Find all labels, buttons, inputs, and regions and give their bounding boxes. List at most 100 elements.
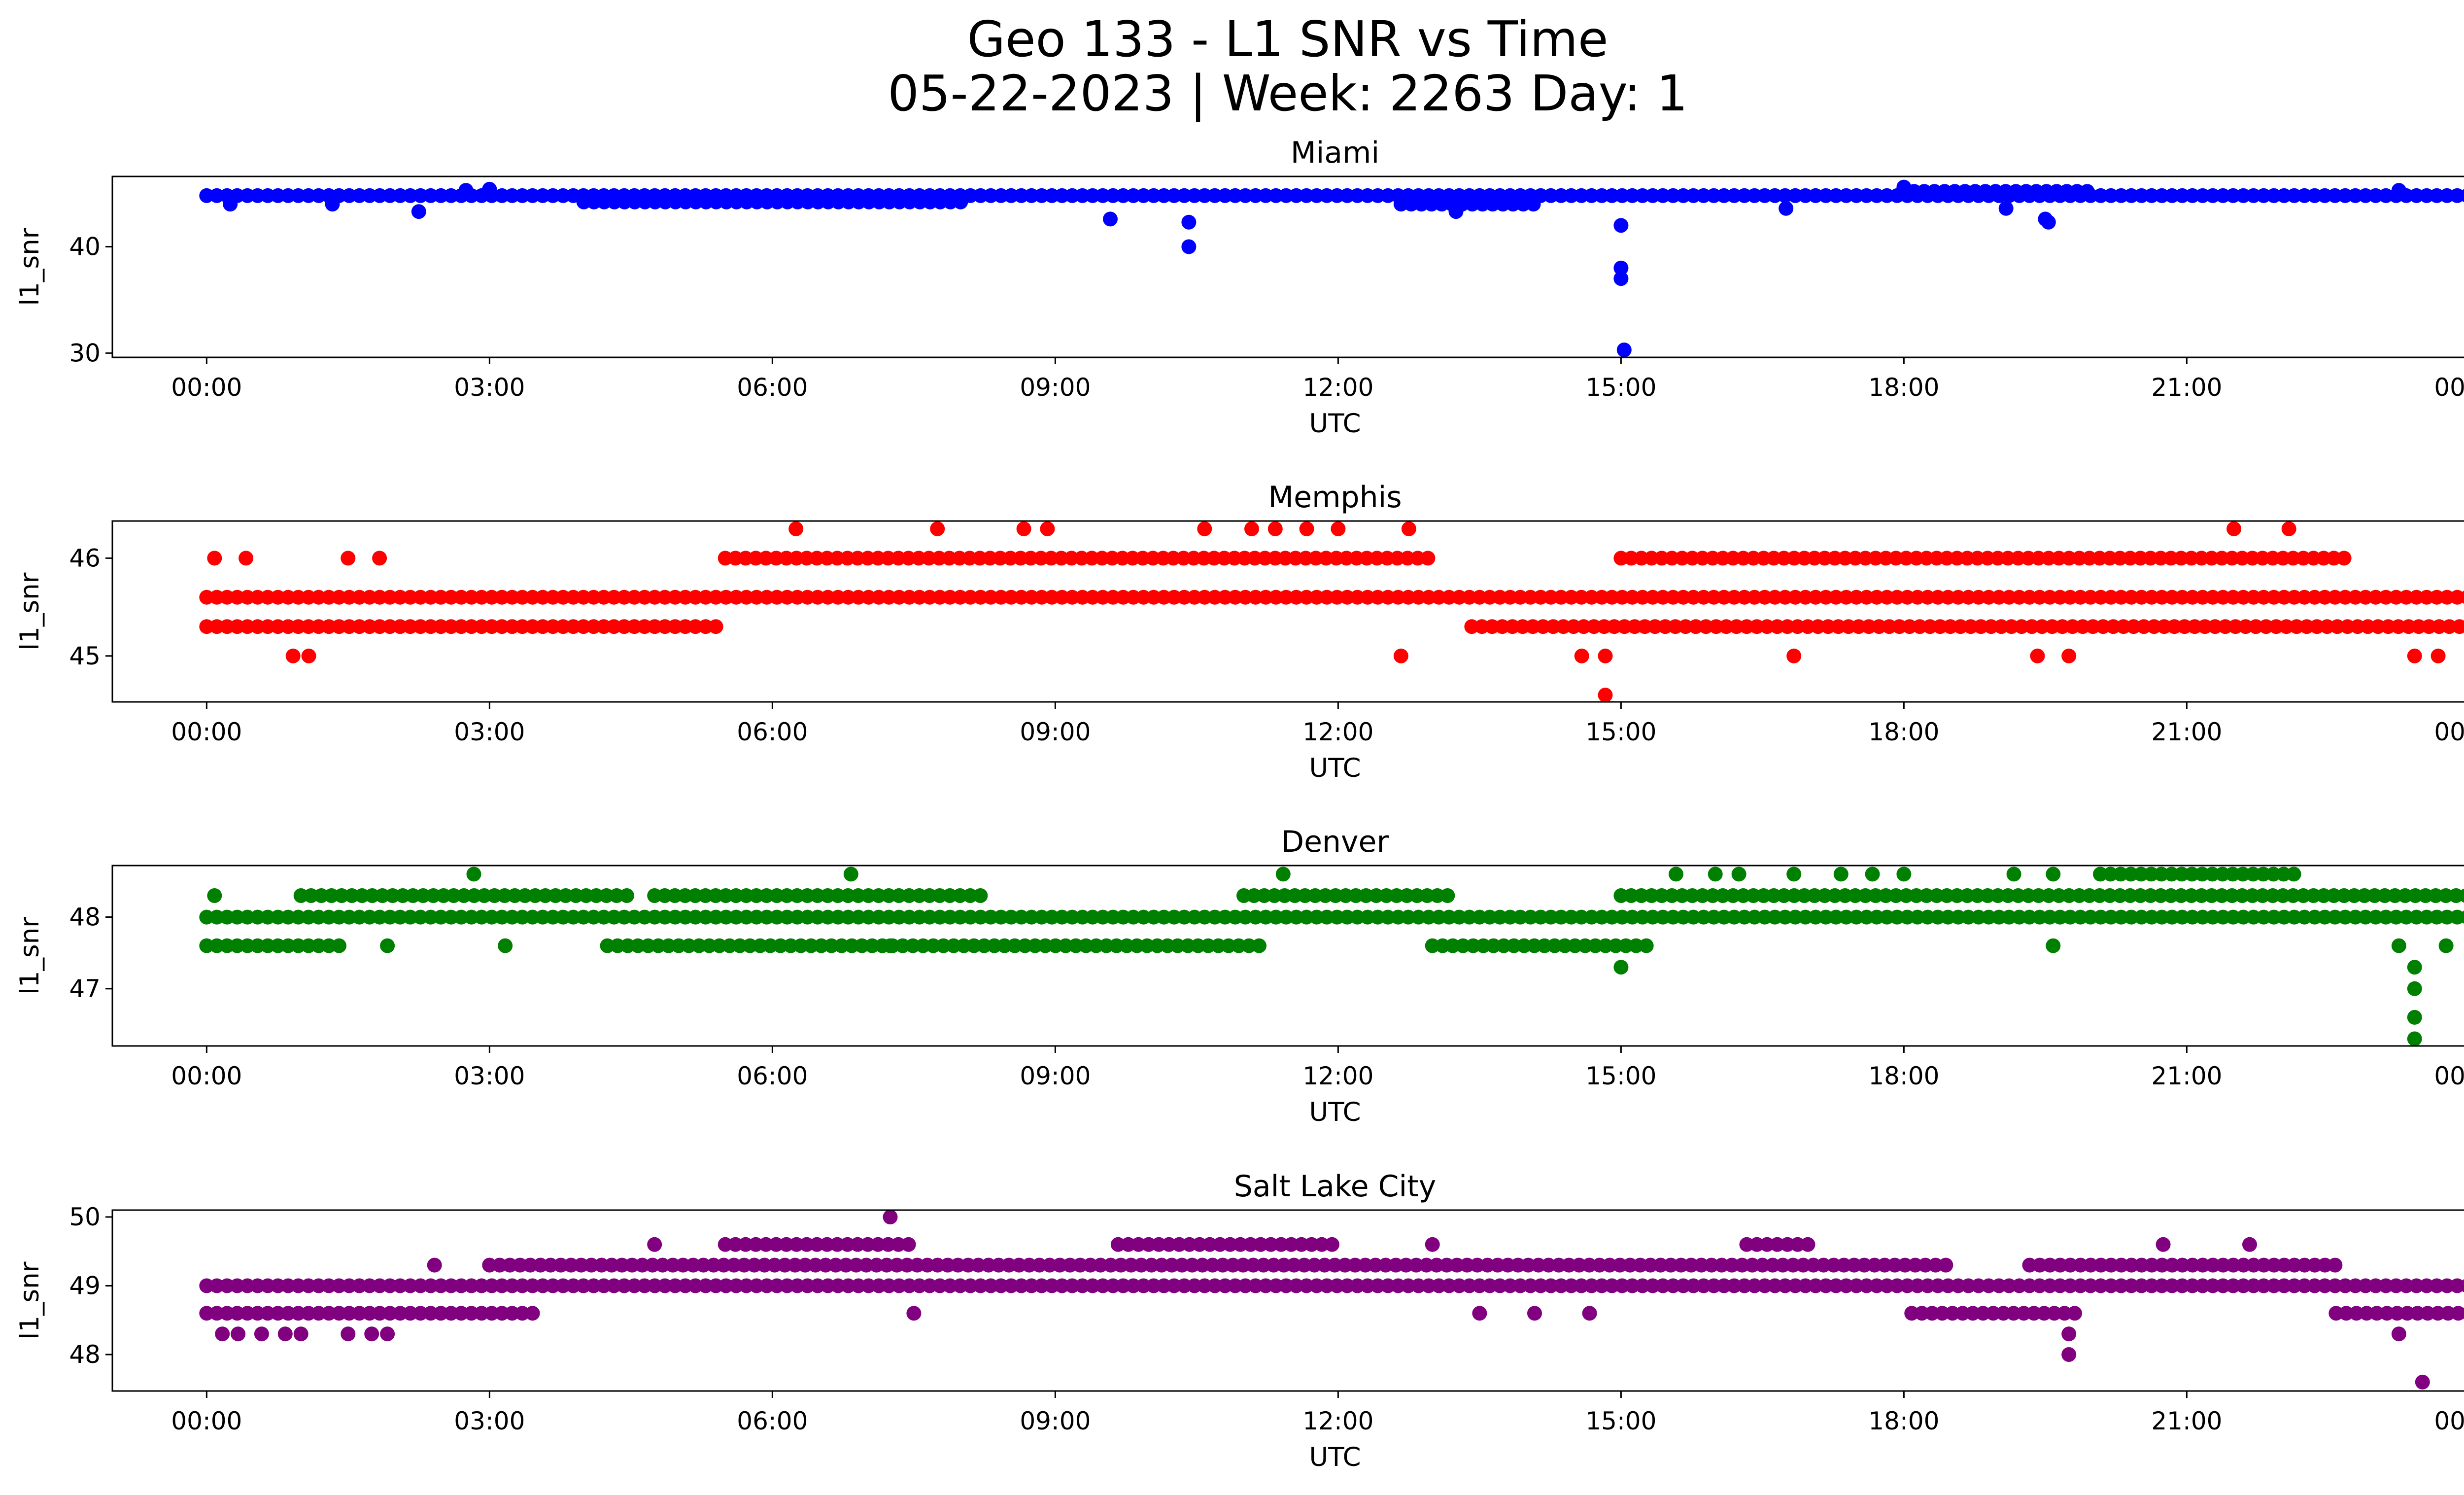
data-point [352,188,367,203]
data-point [759,194,775,209]
data-point [1115,551,1130,566]
data-point [1339,909,1355,925]
data-point [1735,1257,1750,1273]
data-point [2093,1257,2109,1273]
data-point [1882,619,1897,634]
data-point [1197,590,1212,605]
data-point [2358,590,2373,605]
data-point [2072,551,2087,566]
data-point [688,194,703,209]
data-point [647,1278,662,1293]
data-point [977,938,992,953]
data-point [779,1237,794,1252]
data-point [1858,551,1873,566]
data-point [240,590,255,605]
data-point [1023,551,1038,566]
data-point [2215,867,2230,882]
data-point [1543,590,1558,605]
data-point [2398,909,2414,925]
data-point [1027,938,1043,953]
data-point [1746,888,1761,903]
data-point [494,1306,510,1321]
data-point [1319,188,1335,203]
data-point [2275,551,2291,566]
data-point [1839,909,1854,925]
data-point [2358,909,2373,925]
x-axis-label: UTC [1309,409,1361,439]
data-point [2106,619,2121,634]
data-point [505,1278,520,1293]
data-point [1275,867,1291,882]
data-point [657,888,672,903]
data-point [423,1306,438,1321]
data-point [2034,619,2050,634]
data-point [505,909,520,925]
data-point [2448,888,2464,903]
data-point [1040,521,1055,536]
data-point [2194,867,2210,882]
data-point [810,1278,825,1293]
data-point [1980,551,1995,566]
data-point [566,909,581,925]
data-point [2224,888,2240,903]
data-point [1472,1278,1487,1293]
data-point [2022,1257,2037,1273]
data-point [882,194,897,209]
data-point [1268,590,1284,605]
data-point [423,188,438,203]
data-point [739,590,754,605]
data-point [1146,909,1162,925]
data-point [260,188,275,203]
data-point [1645,590,1660,605]
axes-frame [111,520,2464,703]
data-point [2059,184,2074,199]
data-point [758,551,774,566]
data-point [2450,188,2464,203]
data-point [1068,938,1084,953]
data-point [199,909,214,925]
data-point [2153,551,2168,566]
data-point [311,619,326,634]
data-point [2287,590,2302,605]
x-axis-label: UTC [1309,1097,1361,1127]
data-point [1981,909,1996,925]
data-point [2460,591,2464,604]
data-point [548,888,563,903]
x-axis-label: UTC [1309,1442,1361,1472]
data-point [1409,888,1425,903]
data-point [688,590,703,605]
data-point [2275,888,2291,903]
data-point [803,938,819,953]
data-point [1289,188,1304,203]
data-point [1564,590,1579,605]
x-tick-label: 15:00 [1585,718,1656,746]
data-point [1848,551,1863,566]
data-point [1217,551,1232,566]
data-point [293,1326,308,1342]
data-point [1525,619,1540,634]
data-point [1207,590,1223,605]
data-point [647,888,662,903]
data-point [2276,590,2292,605]
data-point [2409,1278,2424,1293]
data-point [891,888,907,903]
data-point [1257,551,1272,566]
data-point [596,619,612,634]
data-point [1197,188,1212,203]
data-point [1807,551,1822,566]
data-point [1014,1278,1029,1293]
data-point [1666,590,1680,605]
data-point [2360,619,2375,634]
data-point [953,194,968,209]
data-point [708,619,723,634]
data-point [891,551,906,566]
data-point [696,1257,711,1273]
data-point [1939,888,1954,903]
data-point [1669,867,1683,882]
data-point [403,909,418,925]
data-point [2174,867,2190,882]
data-point [2154,188,2169,203]
data-point [566,590,581,605]
data-point [1084,551,1099,566]
